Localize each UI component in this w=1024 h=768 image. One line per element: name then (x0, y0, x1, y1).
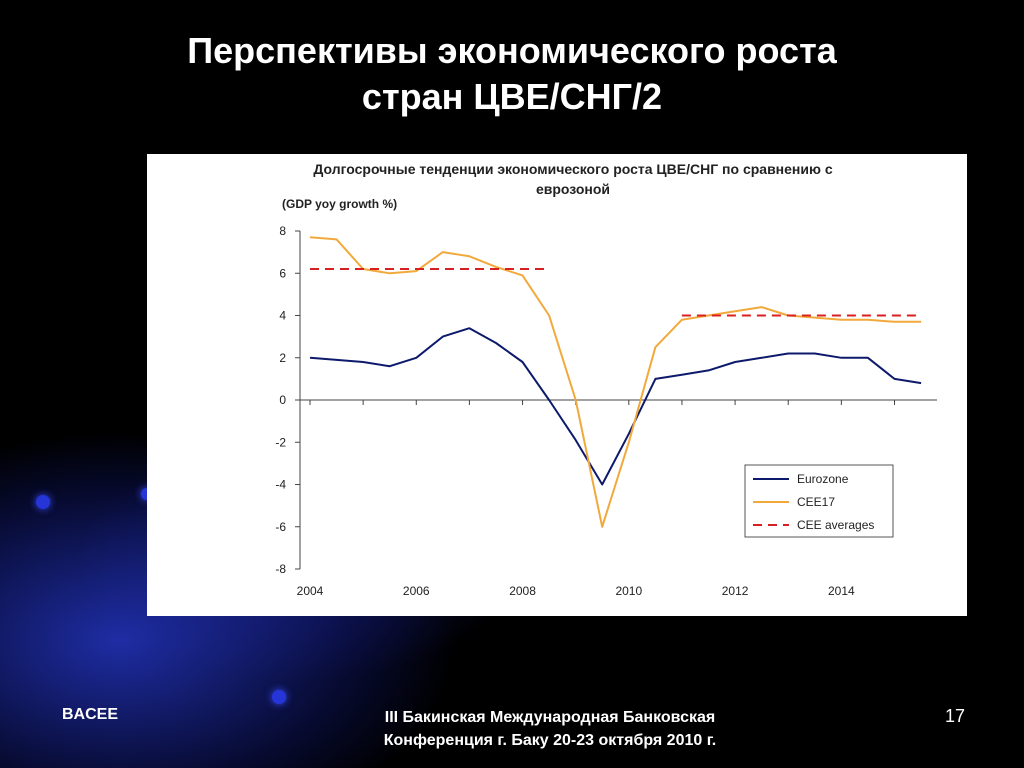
chart-series (309, 236, 922, 528)
y-tick-label: -2 (275, 435, 286, 449)
y-tick-label: 8 (279, 224, 286, 238)
y-tick-label: 0 (279, 393, 286, 407)
slide-title-line1: Перспективы экономического роста (187, 30, 837, 71)
page-number: 17 (944, 706, 966, 726)
chart-legend: Eurozone CEE17 CEE averages (744, 464, 894, 538)
footer-conference: III Бакинская Международная Банковская К… (330, 706, 770, 752)
x-tick-label: 2004 (297, 584, 324, 598)
x-tick-label: 2006 (403, 584, 430, 598)
y-tick-label: -6 (275, 520, 286, 534)
slide-title-line2: стран ЦВЕ/СНГ/2 (361, 76, 663, 117)
y-tick-label: -4 (275, 478, 286, 492)
chart-title-line1: Долгосрочные тенденции экономического ро… (313, 161, 832, 177)
footer-conference-line2: Конференция г. Баку 20-23 октября 2010 г… (383, 732, 717, 749)
chart-axes: 8 6 4 2 0 -2 -4 -6 -8 2004 2006 2008 2010 2012 2014 (275, 224, 937, 598)
slide-title: Перспективы экономического роста стран Ц… (0, 28, 1024, 120)
y-tick-label: 2 (279, 351, 286, 365)
legend-label-cee17: CEE17 (797, 495, 835, 509)
y-tick-label: -8 (275, 562, 286, 576)
x-tick-label: 2008 (509, 584, 536, 598)
footer-logo-text: BACEE (62, 706, 119, 723)
decorative-dot (36, 495, 50, 509)
y-axis-label: (GDP yoy growth %) (282, 197, 397, 211)
legend-label-eurozone: Eurozone (797, 472, 849, 486)
legend-label-cee-averages: CEE averages (797, 518, 874, 532)
x-tick-label: 2012 (722, 584, 749, 598)
y-tick-label: 6 (279, 266, 286, 280)
chart-panel: Долгосрочные тенденции экономического ро… (147, 154, 967, 616)
x-tick-label: 2014 (828, 584, 855, 598)
decorative-dot (272, 690, 286, 704)
footer-conference-line1: III Бакинская Международная Банковская (384, 709, 716, 726)
y-tick-label: 4 (279, 309, 286, 323)
x-tick-label: 2010 (615, 584, 642, 598)
chart-title-line2: еврозоной (536, 181, 610, 197)
series-line-eurozone (309, 327, 922, 486)
series-line-cee17 (309, 236, 922, 528)
gdp-growth-chart: Долгосрочные тенденции экономического ро… (275, 161, 937, 598)
